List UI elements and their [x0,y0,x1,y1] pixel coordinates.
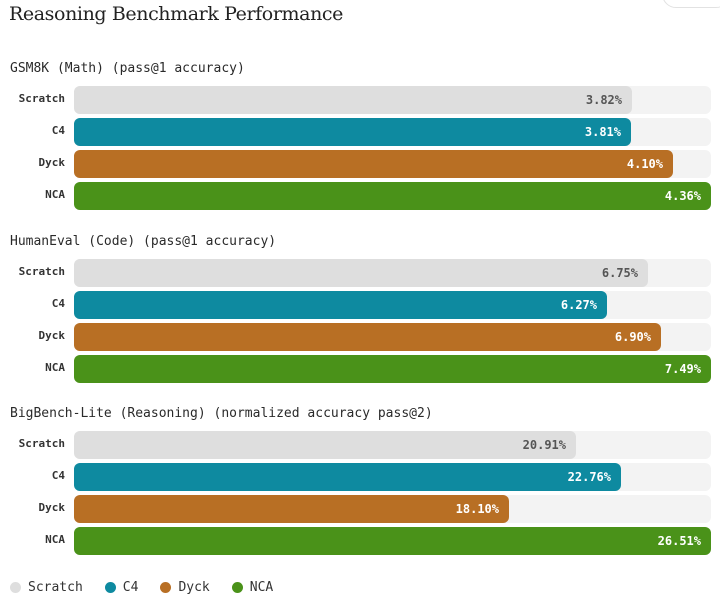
bar-rows: Scratch 6.75% C4 6.27% Dyck 6.90% NCA 7.49% [0,257,720,385]
bar-row: C4 3.81% [0,116,720,148]
data-label: 4.36% [664,189,701,203]
category-label: NCA [45,188,65,201]
bar-track: 18.10% [74,495,711,523]
bar-row: Dyck 4.10% [0,148,720,180]
bar-row: C4 6.27% [0,289,720,321]
legend-item[interactable]: NCA [231,580,274,595]
bar-track: 4.36% [74,182,711,210]
chart-title: Reasoning Benchmark Performance [9,3,343,25]
data-label: 3.82% [585,93,622,107]
bar-row: Dyck 6.90% [0,321,720,353]
bar-row: Scratch 20.91% [0,429,720,461]
bar-row: NCA 26.51% [0,525,720,557]
bar-track: 3.81% [74,118,711,146]
legend-label: Scratch [28,580,83,595]
legend-swatch [104,582,116,593]
bar-dyck: 6.90% [74,323,661,351]
data-label: 22.76% [567,470,611,484]
legend-swatch [160,582,172,593]
bar-nca: 26.51% [74,527,711,555]
bar-row: NCA 7.49% [0,353,720,385]
bar-track: 7.49% [74,355,711,383]
group-title: GSM8K (Math) (pass@1 accuracy) [10,61,245,76]
bar-dyck: 18.10% [74,495,509,523]
bar-scratch: 6.75% [74,259,648,287]
bar-dyck: 4.10% [74,150,673,178]
legend-item[interactable]: C4 [104,580,139,595]
bar-row: Dyck 18.10% [0,493,720,525]
group-title: BigBench-Lite (Reasoning) (normalized ac… [10,406,433,421]
category-label: Dyck [38,501,66,514]
group-title: HumanEval (Code) (pass@1 accuracy) [10,234,277,249]
category-label: C4 [51,297,65,310]
bar-c4: 22.76% [74,463,621,491]
bar-scratch: 20.91% [74,431,576,459]
data-label: 3.81% [584,125,621,139]
category-label: C4 [51,124,65,137]
legend-item[interactable]: Dyck [160,580,210,595]
corner-button[interactable] [662,0,720,8]
bar-rows: Scratch 3.82% C4 3.81% Dyck 4.10% NCA 4.36% [0,84,720,212]
bar-row: C4 22.76% [0,461,720,493]
bar-rows: Scratch 20.91% C4 22.76% Dyck 18.10% NCA 26.51% [0,429,720,557]
bar-track: 26.51% [74,527,711,555]
bar-track: 3.82% [74,86,711,114]
bar-c4: 3.81% [74,118,631,146]
data-label: 18.10% [455,502,499,516]
data-label: 6.75% [601,266,638,280]
data-label: 7.49% [664,362,701,376]
category-label: Scratch [18,265,65,278]
data-label: 26.51% [657,534,701,548]
bar-scratch: 3.82% [74,86,632,114]
legend-label: C4 [122,580,139,595]
data-label: 6.90% [614,330,651,344]
legend-swatch [231,582,243,593]
legend: Scratch C4 Dyck NCA [10,580,273,595]
data-label: 4.10% [626,157,663,171]
bar-c4: 6.27% [74,291,607,319]
legend-item[interactable]: Scratch [10,580,83,595]
bar-track: 6.27% [74,291,711,319]
bar-nca: 4.36% [74,182,711,210]
bar-row: Scratch 6.75% [0,257,720,289]
legend-swatch [10,582,21,593]
bar-row: NCA 4.36% [0,180,720,212]
bar-track: 22.76% [74,463,711,491]
bar-track: 4.10% [74,150,711,178]
category-label: NCA [45,361,65,374]
bar-track: 6.75% [74,259,711,287]
bar-row: Scratch 3.82% [0,84,720,116]
legend-label: NCA [249,580,274,595]
category-label: Scratch [18,92,65,105]
category-label: C4 [51,469,65,482]
bar-nca: 7.49% [74,355,711,383]
data-label: 6.27% [560,298,597,312]
bar-track: 6.90% [74,323,711,351]
data-label: 20.91% [522,438,566,452]
bar-track: 20.91% [74,431,711,459]
legend-label: Dyck [178,580,210,595]
category-label: Dyck [38,329,66,342]
category-label: Scratch [18,437,65,450]
category-label: Dyck [38,156,66,169]
category-label: NCA [45,533,65,546]
